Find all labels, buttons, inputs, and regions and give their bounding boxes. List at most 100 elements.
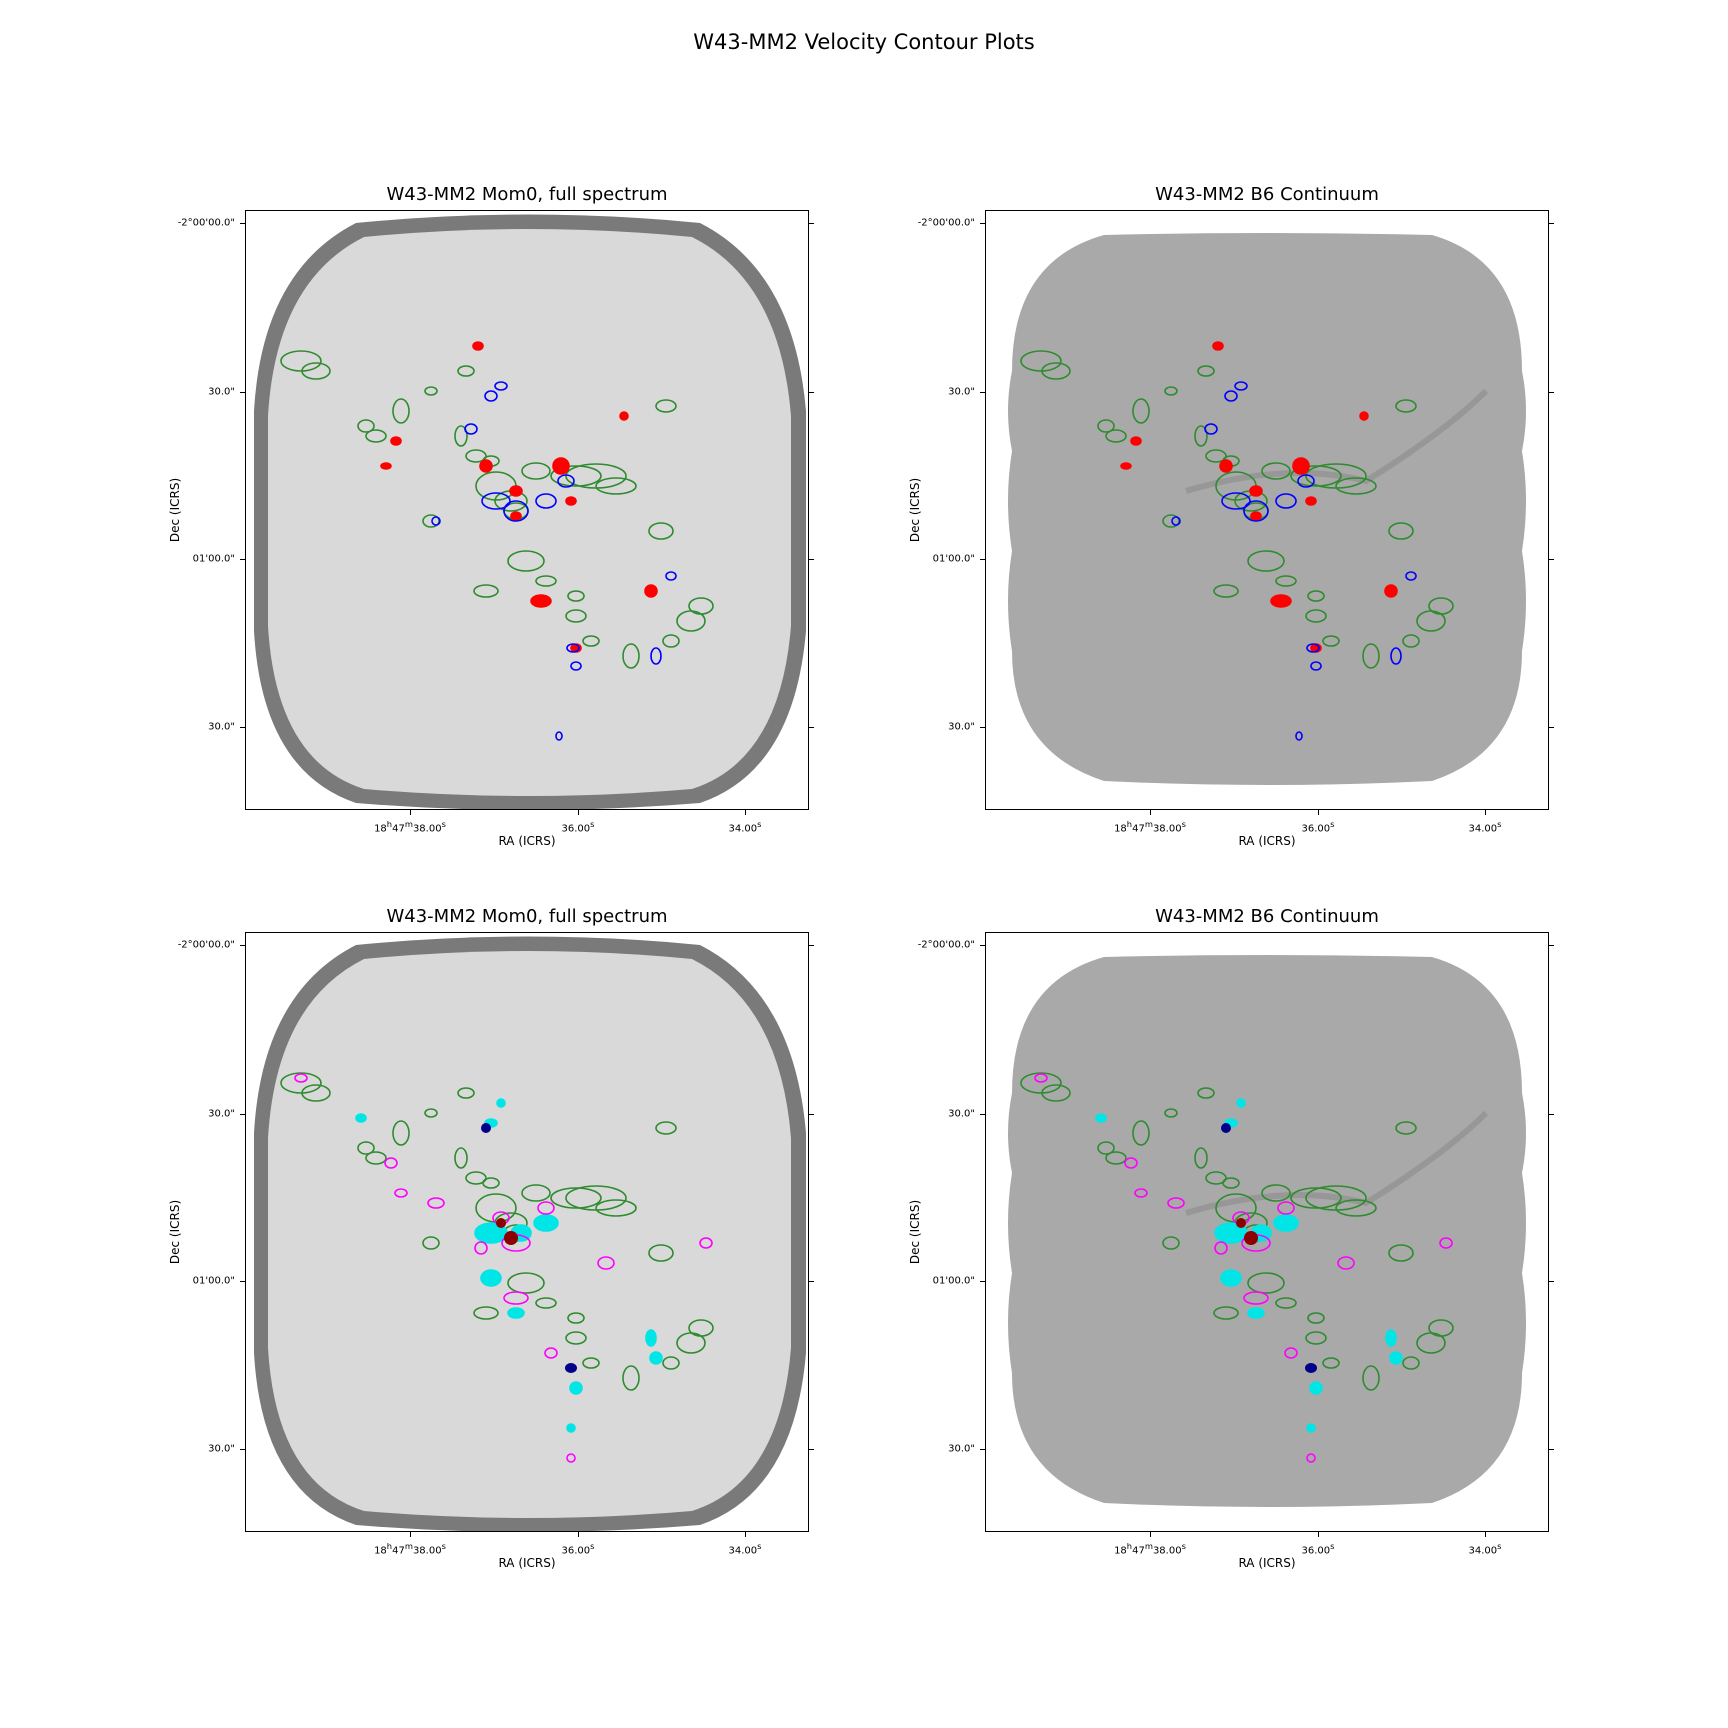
contour [565, 1363, 577, 1373]
contour [1041, 362, 1071, 380]
contour [457, 1087, 475, 1099]
contour [1247, 1307, 1265, 1319]
panel-title: W43-MM2 Mom0, full spectrum [386, 184, 668, 205]
contour [1034, 1073, 1048, 1083]
contour [622, 1365, 640, 1391]
y-tick [980, 945, 985, 946]
contour [1305, 609, 1327, 623]
y-tick-label: 30.0" [208, 386, 235, 398]
contour [557, 474, 575, 488]
contour [622, 643, 640, 669]
contour [1295, 731, 1303, 741]
contour [655, 1121, 677, 1135]
y-tick [1549, 1449, 1554, 1450]
contour [422, 1236, 440, 1250]
x-tick [410, 810, 411, 815]
y-tick-label: -2°00'00.0" [177, 217, 235, 229]
contour [1164, 386, 1178, 396]
y-tick [240, 392, 245, 393]
contour [427, 1197, 445, 1209]
contour [1205, 449, 1227, 463]
contour [644, 584, 658, 598]
y-tick-label: 30.0" [948, 1108, 975, 1120]
y-tick-label: 01'00.0" [932, 553, 975, 565]
contour [1402, 634, 1420, 648]
x-tick [1485, 810, 1486, 815]
contour [1390, 647, 1402, 665]
contour [597, 1256, 615, 1270]
contour [655, 399, 677, 413]
y-tick [240, 727, 245, 728]
x-tick-label: 18h47m38.00s [374, 1541, 446, 1557]
contour [1395, 399, 1417, 413]
contour [465, 1171, 487, 1185]
contour [662, 634, 680, 648]
contour [1306, 1453, 1316, 1463]
contour [1167, 1197, 1185, 1209]
x-tick [1318, 1532, 1319, 1537]
y-tick [980, 1449, 985, 1450]
panel-bottom-left: W43-MM2 Mom0, full spectrum Dec (ICRS) R… [168, 906, 814, 1570]
x-tick-label: 36.00s [561, 1541, 595, 1557]
y-tick [240, 945, 245, 946]
contour [503, 500, 529, 522]
contour [570, 661, 582, 671]
contour [535, 575, 557, 587]
panel-bottom-right: W43-MM2 B6 Continuum Dec (ICRS) RA (ICRS… [908, 906, 1554, 1570]
contour [280, 1072, 322, 1094]
contour [509, 485, 523, 497]
contour [650, 647, 662, 665]
contour [1020, 1072, 1062, 1094]
contour [619, 411, 629, 421]
x-axis-label: RA (ICRS) [1238, 1556, 1296, 1570]
y-tick-label: 30.0" [208, 1108, 235, 1120]
contour [530, 594, 552, 608]
y-tick-label: 30.0" [948, 1443, 975, 1455]
contour [365, 1151, 387, 1165]
contour [454, 1147, 468, 1169]
contour [1309, 1381, 1323, 1395]
contour [473, 584, 499, 598]
x-tick [410, 1532, 411, 1537]
contour [1405, 571, 1417, 581]
y-tick [809, 559, 814, 560]
contour [1305, 1363, 1317, 1373]
contour [1194, 1147, 1208, 1169]
contour [1335, 1199, 1377, 1217]
contour [1124, 1157, 1138, 1169]
y-tick [240, 1449, 245, 1450]
contour [645, 1329, 657, 1347]
contour [1275, 1297, 1297, 1309]
contour [504, 1231, 518, 1245]
x-tick-label: 34.00s [1468, 819, 1502, 835]
contour [496, 1098, 506, 1108]
contour [1250, 511, 1262, 521]
contour [1243, 500, 1269, 522]
y-tick-label: 30.0" [948, 721, 975, 733]
contour [550, 1187, 602, 1209]
contour [484, 390, 498, 402]
contour [457, 365, 475, 377]
y-axis-label: Dec (ICRS) [908, 1199, 922, 1265]
contour [473, 1306, 499, 1320]
contour [1164, 1108, 1178, 1118]
contour [482, 1177, 500, 1189]
contour [565, 609, 587, 623]
contour [480, 1269, 502, 1287]
filament [1185, 1110, 1489, 1216]
contour [537, 1201, 555, 1215]
y-tick [809, 1449, 814, 1450]
panel-title: W43-MM2 Mom0, full spectrum [386, 906, 668, 927]
image-axes [985, 932, 1549, 1532]
contour [392, 398, 410, 424]
contour [1395, 1121, 1417, 1135]
y-tick [1549, 945, 1554, 946]
contour [380, 462, 392, 470]
y-tick [980, 559, 985, 560]
contour [662, 1356, 680, 1370]
x-axis-label: RA (ICRS) [1238, 834, 1296, 848]
contour [649, 1351, 663, 1365]
contour [1247, 550, 1285, 572]
filament [1185, 388, 1489, 494]
contour [1130, 436, 1142, 446]
